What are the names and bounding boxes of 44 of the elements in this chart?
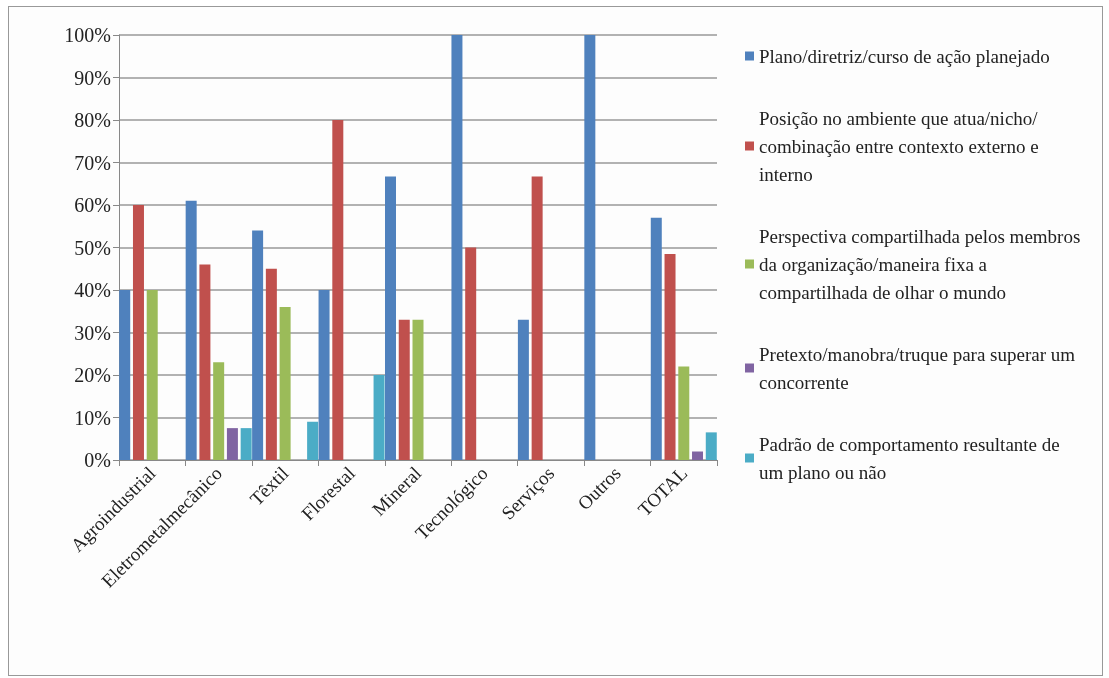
bar [252,230,264,460]
bar [373,375,385,460]
bar [119,290,131,460]
bar [678,366,690,460]
bar [226,428,238,460]
legend-label: Pretexto/manobra/truque para superar um concorrente [759,343,1080,393]
bar [412,319,424,460]
bar [307,421,319,460]
y-tick-label: 100% [64,24,111,46]
y-tick-label: 90% [74,66,111,89]
bar [385,176,396,460]
bar [146,290,158,460]
bar [398,319,410,460]
legend-label: Posição no ambiente que atua/nicho/combinação entre contexto externo e interno [759,107,1044,185]
bar [240,428,252,460]
bar [213,362,225,460]
bar [531,176,543,460]
bar [332,120,344,460]
bar [692,451,704,460]
y-tick-label: 60% [74,194,111,216]
y-tick-label: 80% [74,109,111,131]
bar [185,200,197,460]
bar [465,247,477,460]
y-tick-label: 10% [74,406,111,429]
legend-label: Padrão de comportamento resultante de um plano ou não [759,433,1065,483]
y-tick-label: 70% [74,151,111,174]
bar [279,307,291,460]
y-tick-label: 40% [74,279,111,301]
legend-label: Perspectiva compartilhada pelos membros da organização/maneira fixa a compartilhada de olhar o mundo [759,225,1086,303]
bar [451,35,463,460]
bar [199,264,211,460]
y-tick-label: 30% [74,321,111,344]
bar [705,432,717,460]
bar [650,217,662,460]
y-tick-label: 50% [74,236,111,259]
bar [318,290,330,460]
legend-label: Plano/diretriz/curso de ação planejado [759,45,1050,67]
bar [132,205,144,460]
y-tick-label: 20% [74,364,111,386]
y-tick-label: 0% [84,449,111,471]
bar [584,35,596,460]
bar [517,319,529,460]
bar [664,253,676,460]
bar [265,268,277,460]
